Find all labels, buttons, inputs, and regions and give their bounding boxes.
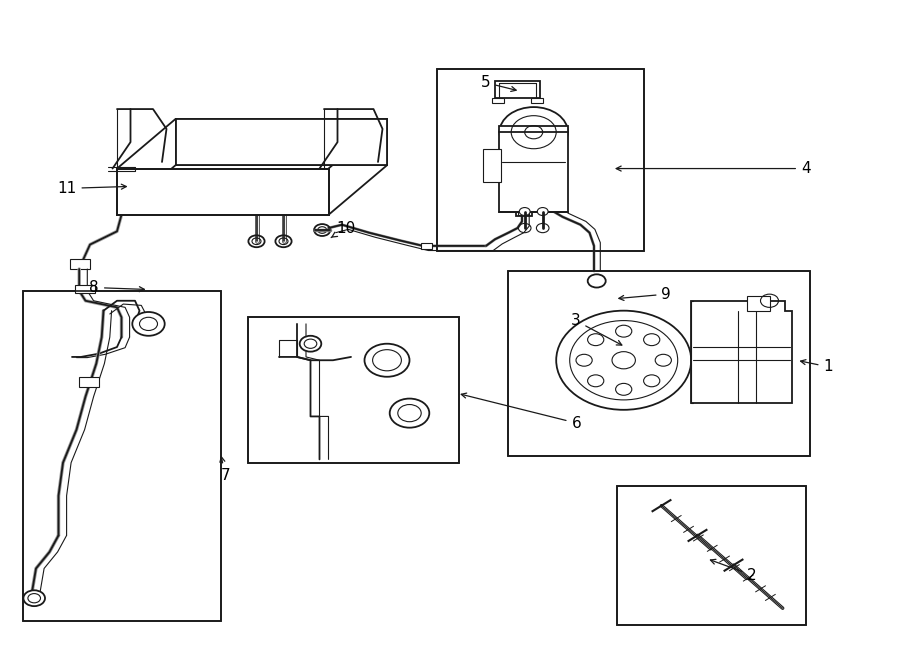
Polygon shape bbox=[176, 119, 387, 165]
Circle shape bbox=[23, 590, 45, 606]
Circle shape bbox=[556, 311, 691, 410]
Circle shape bbox=[612, 352, 635, 369]
Bar bbox=[436, 69, 644, 251]
Circle shape bbox=[300, 336, 321, 352]
Text: 4: 4 bbox=[616, 161, 811, 176]
Text: 5: 5 bbox=[481, 75, 516, 91]
Bar bbox=[492, 98, 504, 103]
Bar bbox=[508, 271, 810, 456]
Polygon shape bbox=[117, 169, 328, 215]
Bar bbox=[22, 291, 220, 621]
Bar bbox=[79, 377, 99, 387]
Bar bbox=[616, 486, 806, 625]
Bar bbox=[518, 207, 529, 215]
Bar bbox=[483, 149, 501, 182]
Circle shape bbox=[132, 312, 165, 336]
Bar bbox=[75, 285, 94, 293]
Circle shape bbox=[616, 383, 632, 395]
Polygon shape bbox=[691, 301, 792, 403]
Circle shape bbox=[364, 344, 410, 377]
Bar bbox=[508, 271, 810, 456]
Bar bbox=[436, 69, 644, 251]
Text: 1: 1 bbox=[801, 360, 833, 374]
Text: 6: 6 bbox=[461, 393, 581, 430]
Bar bbox=[248, 317, 459, 463]
Circle shape bbox=[576, 354, 592, 366]
Bar bbox=[248, 317, 459, 463]
Text: 11: 11 bbox=[58, 181, 126, 196]
Circle shape bbox=[519, 208, 530, 215]
Text: 3: 3 bbox=[571, 313, 622, 345]
Text: 8: 8 bbox=[89, 280, 144, 295]
Circle shape bbox=[644, 375, 660, 387]
Circle shape bbox=[655, 354, 671, 366]
Bar bbox=[516, 206, 532, 216]
Bar bbox=[421, 243, 432, 249]
Circle shape bbox=[390, 399, 429, 428]
Circle shape bbox=[588, 334, 604, 346]
Bar bbox=[500, 126, 568, 212]
Text: 10: 10 bbox=[331, 221, 356, 237]
Bar bbox=[70, 259, 90, 269]
Bar bbox=[22, 291, 220, 621]
Bar bbox=[747, 296, 770, 311]
Text: 9: 9 bbox=[619, 287, 671, 301]
Bar bbox=[531, 98, 543, 103]
Circle shape bbox=[616, 325, 632, 337]
Text: 2: 2 bbox=[710, 559, 757, 582]
Text: 7: 7 bbox=[220, 457, 230, 483]
Circle shape bbox=[588, 375, 604, 387]
Circle shape bbox=[500, 107, 568, 157]
Bar bbox=[495, 81, 540, 98]
Circle shape bbox=[644, 334, 660, 346]
Bar bbox=[616, 486, 806, 625]
Circle shape bbox=[537, 208, 548, 215]
